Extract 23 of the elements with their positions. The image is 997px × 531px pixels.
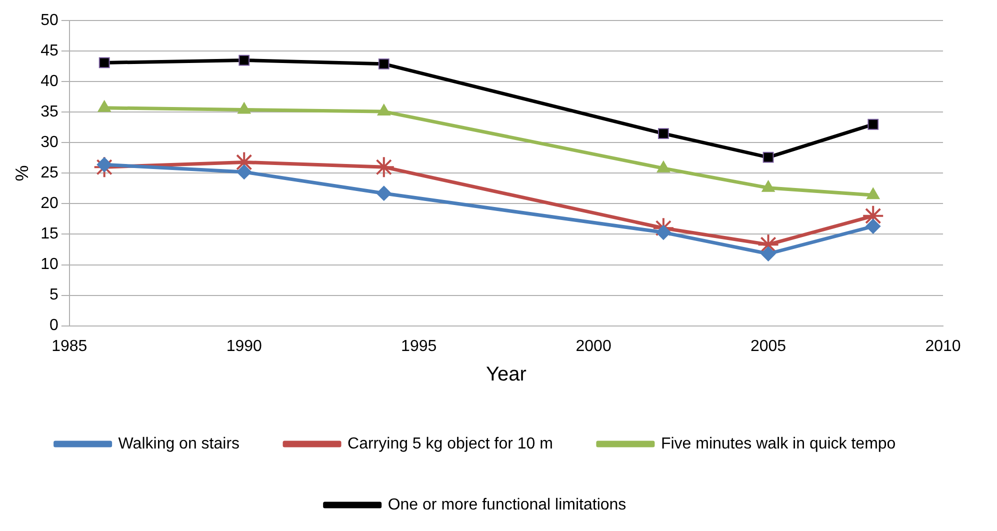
y-tick-label: 0 [49,317,58,334]
y-tick-label: 20 [40,195,58,212]
x-tick-label: 1985 [52,338,88,355]
legend-label: Five minutes walk in quick tempo [660,435,896,452]
y-tick-label: 40 [40,73,58,90]
y-tick-label: 30 [40,134,58,152]
legend-label: Walking on stairs [118,435,240,452]
y-tick-label: 15 [40,226,58,243]
x-tick-label: 2010 [925,338,961,355]
legend-label: Carrying 5 kg object for 10 m [348,435,553,452]
y-tick-label: 50 [40,12,58,30]
y-tick-label: 10 [40,256,58,274]
y-tick-label: 25 [40,164,58,182]
x-tick-label: 1995 [401,338,437,355]
y-axis-title: % [12,165,32,182]
y-tick-label: 35 [40,104,58,121]
y-tick-label: 5 [49,286,58,304]
x-tick-label: 1990 [226,338,262,355]
x-axis-title: Year [486,364,527,386]
x-tick-label: 2005 [750,338,786,355]
y-tick-label: 45 [40,42,58,60]
x-tick-label: 2000 [576,338,612,355]
legend-label: One or more functional limitations [388,496,626,514]
